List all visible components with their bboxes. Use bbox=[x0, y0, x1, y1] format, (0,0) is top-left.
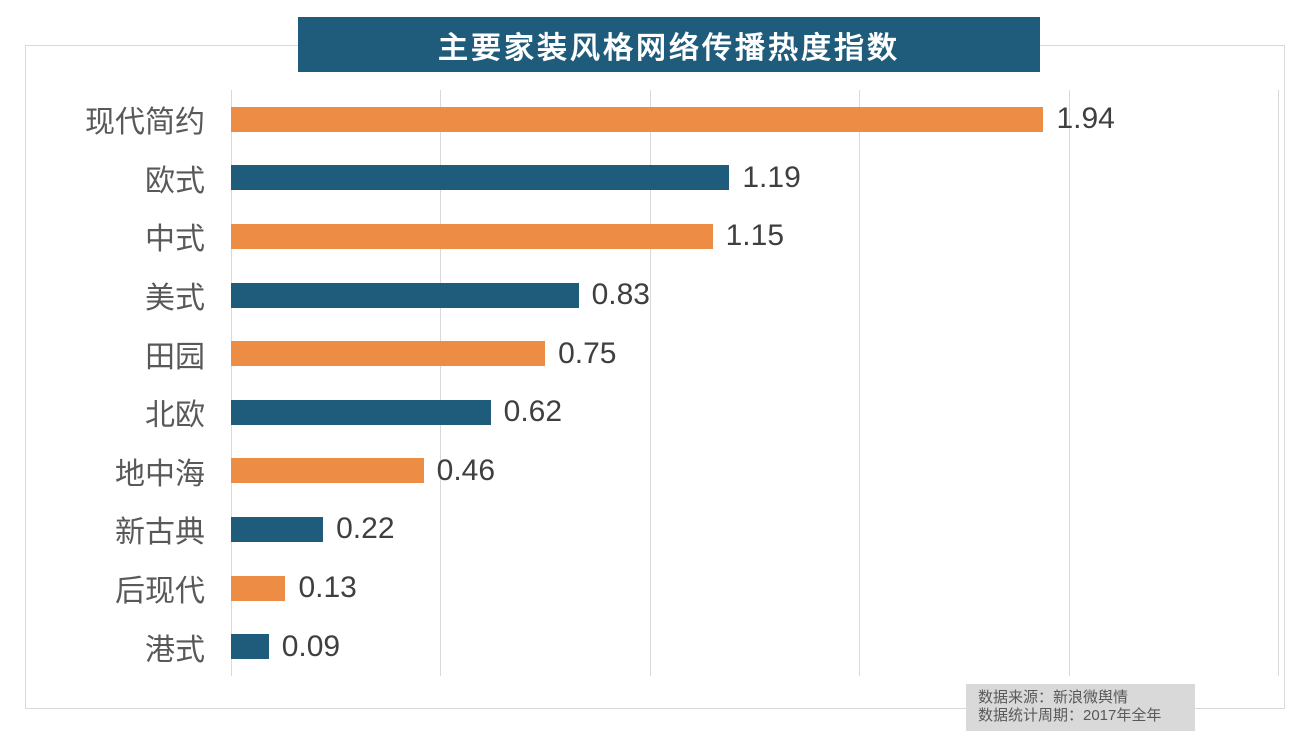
bar-row: 1.94 bbox=[231, 90, 1278, 149]
bar-value-label: 0.75 bbox=[558, 336, 617, 370]
gridline bbox=[649, 90, 651, 676]
gridline bbox=[859, 90, 861, 676]
bar-value-label: 0.83 bbox=[591, 278, 650, 312]
category-label: 田园 bbox=[145, 340, 205, 374]
plot-area: 1.94 1.19 1.15 0.83 0.75 0.62 0.46 0.22 0.13 0.09 bbox=[231, 90, 1279, 676]
bar-value-label: 0.46 bbox=[436, 453, 496, 487]
bar bbox=[231, 106, 1044, 132]
bar-value-label: 0.22 bbox=[336, 512, 395, 546]
bar-row: 0.83 bbox=[231, 266, 1278, 325]
bar bbox=[231, 399, 491, 425]
bar-row: 1.15 bbox=[231, 207, 1278, 266]
category-labels: 现代简约欧式中式美式田园北欧地中海新古典后现代港式 bbox=[25, 90, 205, 676]
bar-value-label: 0.09 bbox=[281, 629, 341, 663]
bar bbox=[231, 634, 269, 660]
gridline bbox=[231, 90, 232, 676]
title-banner: 主要家装风格网络传播热度指数 bbox=[298, 17, 1040, 72]
bar bbox=[231, 282, 579, 308]
category-label: 新古典 bbox=[115, 516, 205, 550]
bar-row: 0.22 bbox=[231, 500, 1278, 559]
bar-value-label: 1.94 bbox=[1056, 102, 1115, 136]
bar-row: 0.13 bbox=[231, 559, 1278, 618]
bar-value-label: 0.13 bbox=[298, 571, 357, 605]
bar bbox=[231, 575, 286, 601]
bar bbox=[231, 165, 730, 191]
bar-row: 0.09 bbox=[231, 617, 1278, 676]
bar-row: 1.19 bbox=[231, 149, 1278, 208]
gridline bbox=[1068, 90, 1070, 676]
data-period-text: 数据统计周期：2017年全年 bbox=[978, 707, 1162, 724]
bar-row: 0.75 bbox=[231, 324, 1278, 383]
bar bbox=[231, 223, 713, 249]
category-label: 现代简约 bbox=[85, 106, 205, 140]
data-source-text: 数据来源：新浪微舆情 bbox=[978, 689, 1129, 706]
bar-row: 0.46 bbox=[231, 442, 1278, 501]
bar bbox=[231, 458, 424, 484]
bar-value-label: 0.62 bbox=[503, 395, 563, 429]
bar-row: 0.62 bbox=[231, 383, 1278, 442]
gridline bbox=[1278, 90, 1279, 676]
category-label: 港式 bbox=[145, 633, 205, 667]
bar-value-label: 1.15 bbox=[725, 219, 784, 253]
category-label: 美式 bbox=[145, 282, 205, 316]
source-note-box: 数据来源：新浪微舆情 数据统计周期：2017年全年 bbox=[966, 684, 1195, 731]
category-label: 地中海 bbox=[115, 457, 205, 491]
bar-value-label: 1.19 bbox=[742, 160, 801, 194]
category-label: 后现代 bbox=[115, 575, 205, 609]
bar bbox=[231, 341, 546, 367]
chart-title: 主要家装风格网络传播热度指数 bbox=[438, 31, 900, 65]
category-label: 中式 bbox=[145, 223, 205, 257]
gridline bbox=[440, 90, 442, 676]
category-label: 欧式 bbox=[145, 164, 205, 198]
bar bbox=[231, 516, 324, 542]
category-label: 北欧 bbox=[145, 399, 205, 433]
